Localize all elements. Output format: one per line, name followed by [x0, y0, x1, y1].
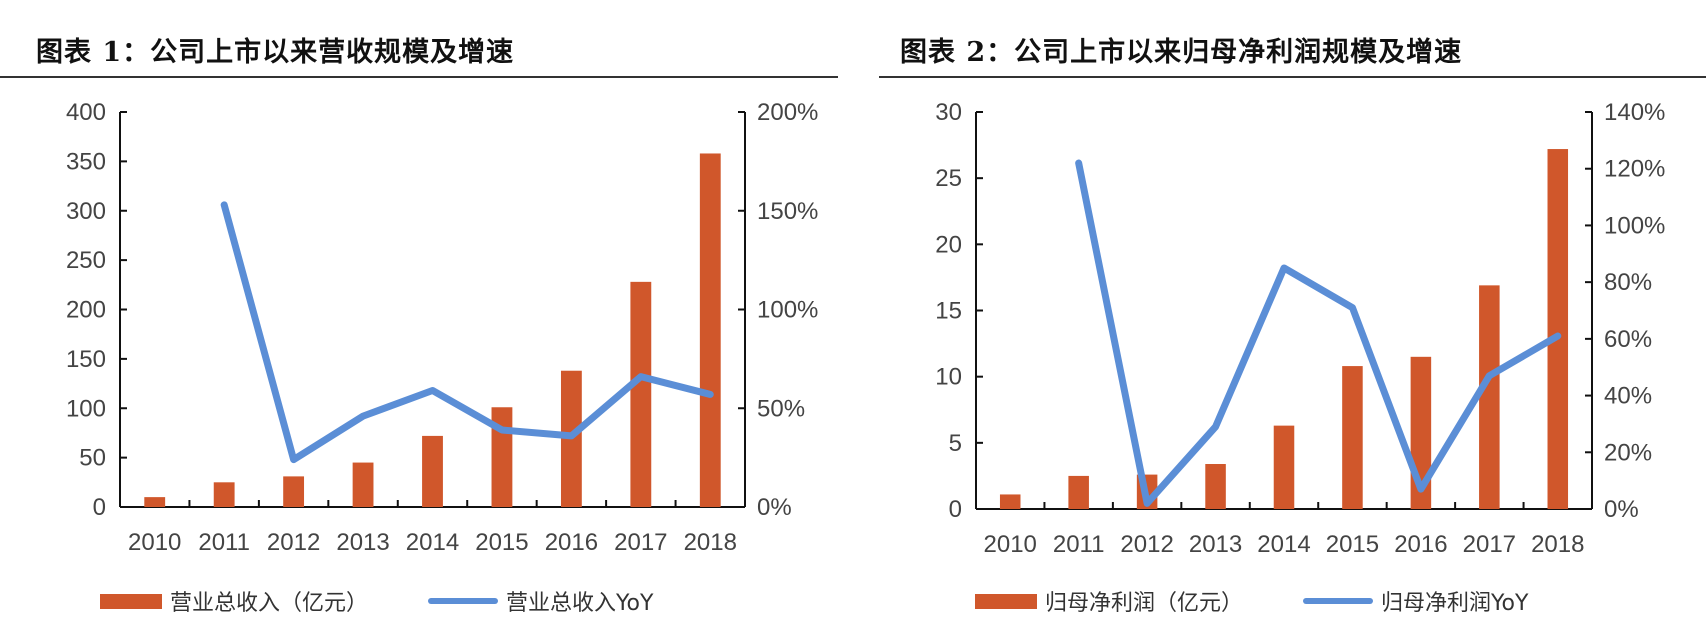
- left-tick-label: 250: [66, 247, 106, 274]
- right-tick-label: 0%: [757, 494, 792, 521]
- left-tick-label: 100: [66, 395, 106, 422]
- right-tick-label: 80%: [1604, 269, 1652, 296]
- left-tick-label: 50: [79, 445, 106, 472]
- yoy-point-2014: [432, 389, 433, 391]
- bar-2011: [1068, 475, 1089, 509]
- x-tick-label: 2010: [128, 529, 181, 556]
- right-tick-label: 50%: [757, 395, 805, 422]
- bar-2018: [1547, 149, 1569, 509]
- legend-bar-label: 营业总收入（亿元）: [170, 591, 369, 616]
- yoy-point-2017: [640, 376, 642, 378]
- x-tick-label: 2016: [545, 529, 598, 556]
- x-tick-label: 2017: [1463, 531, 1516, 558]
- bar-2012: [283, 476, 305, 507]
- yoy-point-2014: [1283, 267, 1285, 269]
- right-tick-label: 120%: [1604, 156, 1665, 183]
- legend-bar-swatch: [975, 593, 1037, 609]
- chart1-title-rule: [0, 76, 838, 78]
- x-tick-label: 2011: [198, 529, 250, 556]
- legend-line-label: 归母净利润YoY: [1381, 591, 1529, 616]
- bar-2014: [422, 435, 443, 507]
- yoy-point-2013: [362, 415, 364, 417]
- yoy-point-2016: [1420, 488, 1422, 490]
- x-tick-label: 2014: [1257, 531, 1310, 558]
- left-tick-label: 200: [66, 297, 106, 324]
- chart2-legend: 归母净利润（亿元） 归母净利润YoY: [975, 585, 1528, 617]
- x-tick-label: 2014: [406, 529, 459, 556]
- x-tick-label: 2010: [984, 531, 1037, 558]
- chart-2: 0 5 10 15 20 25 30 0% 20% 40% 60% 80% 100% 120% 140% 20…: [935, 99, 1665, 558]
- legend-bar-label: 归母净利润（亿元）: [1045, 591, 1244, 616]
- yoy-line: [220, 201, 714, 464]
- x-tick-label: 2018: [684, 529, 737, 556]
- right-tick-label: 100%: [757, 297, 818, 324]
- bar-2013: [352, 462, 374, 507]
- right-tick-label: 0%: [1604, 496, 1639, 523]
- chart-1: 0 50 100 150 200 250 300 350 400 0% 50% 100% 150% 200…: [66, 99, 818, 556]
- left-tick-label: 0: [93, 494, 106, 521]
- yoy-point-2015: [501, 429, 503, 431]
- yoy-point-2012: [1146, 502, 1148, 504]
- left-tick-label: 30: [935, 99, 962, 126]
- bar-2014: [1273, 425, 1295, 509]
- bar-2010: [999, 494, 1021, 509]
- yoy-line: [1075, 159, 1562, 507]
- yoy-point-2018: [709, 393, 711, 395]
- right-tick-label: 20%: [1604, 439, 1652, 466]
- x-tick-label: 2016: [1394, 531, 1447, 558]
- legend-bar-swatch: [100, 593, 162, 609]
- chart2-title: 图表 2：公司上市以来归母净利润规模及增速: [900, 37, 1463, 68]
- left-tick-label: 400: [66, 99, 106, 126]
- yoy-point-2012: [293, 459, 295, 461]
- x-tick-label: 2018: [1531, 531, 1584, 558]
- left-tick-label: 150: [66, 346, 106, 373]
- x-tick-label: 2011: [1053, 531, 1105, 558]
- bar-2017: [1479, 285, 1500, 509]
- yoy-point-2013: [1215, 426, 1217, 428]
- right-tick-label: 60%: [1604, 326, 1652, 353]
- left-tick-label: 10: [935, 364, 962, 391]
- x-tick-label: 2015: [1326, 531, 1379, 558]
- right-tick-label: 200%: [757, 99, 818, 126]
- x-tick-label: 2012: [1120, 531, 1173, 558]
- x-tick-label: 2013: [1189, 531, 1242, 558]
- chart1-title: 图表 1：公司上市以来营收规模及增速: [36, 37, 515, 68]
- right-tick-label: 140%: [1604, 99, 1665, 126]
- right-tick-label: 150%: [757, 198, 818, 225]
- left-tick-label: 20: [935, 231, 962, 258]
- bar-2018: [699, 153, 721, 507]
- chart2-title-rule: [879, 76, 1706, 78]
- x-tick-label: 2013: [336, 529, 389, 556]
- chart1-legend: 营业总收入（亿元） 营业总收入YoY: [100, 585, 653, 617]
- yoy-point-2017: [1488, 375, 1490, 377]
- left-tick-label: 15: [935, 298, 962, 325]
- x-tick-label: 2017: [614, 529, 667, 556]
- bar-2011: [213, 482, 235, 507]
- left-tick-label: 5: [949, 430, 962, 457]
- bar-2017: [630, 281, 652, 507]
- yoy-point-2016: [570, 435, 572, 437]
- legend-line-swatch: [428, 598, 499, 604]
- yoy-point-2018: [1557, 335, 1559, 337]
- legend-line-swatch: [1303, 598, 1374, 604]
- left-tick-label: 25: [935, 165, 962, 192]
- right-tick-label: 40%: [1604, 383, 1652, 410]
- bar-2013: [1205, 464, 1226, 509]
- x-tick-label: 2012: [267, 529, 320, 556]
- yoy-point-2015: [1351, 307, 1353, 309]
- left-tick-label: 0: [949, 496, 962, 523]
- yoy-point-2011: [1078, 162, 1080, 164]
- legend-line-label: 营业总收入YoY: [506, 591, 654, 616]
- bar-2015: [1342, 366, 1363, 509]
- bar-2010: [144, 497, 166, 507]
- right-tick-label: 100%: [1604, 212, 1665, 239]
- x-tick-label: 2015: [475, 529, 528, 556]
- left-tick-label: 300: [66, 198, 106, 225]
- yoy-point-2011: [223, 204, 225, 206]
- left-tick-label: 350: [66, 148, 106, 175]
